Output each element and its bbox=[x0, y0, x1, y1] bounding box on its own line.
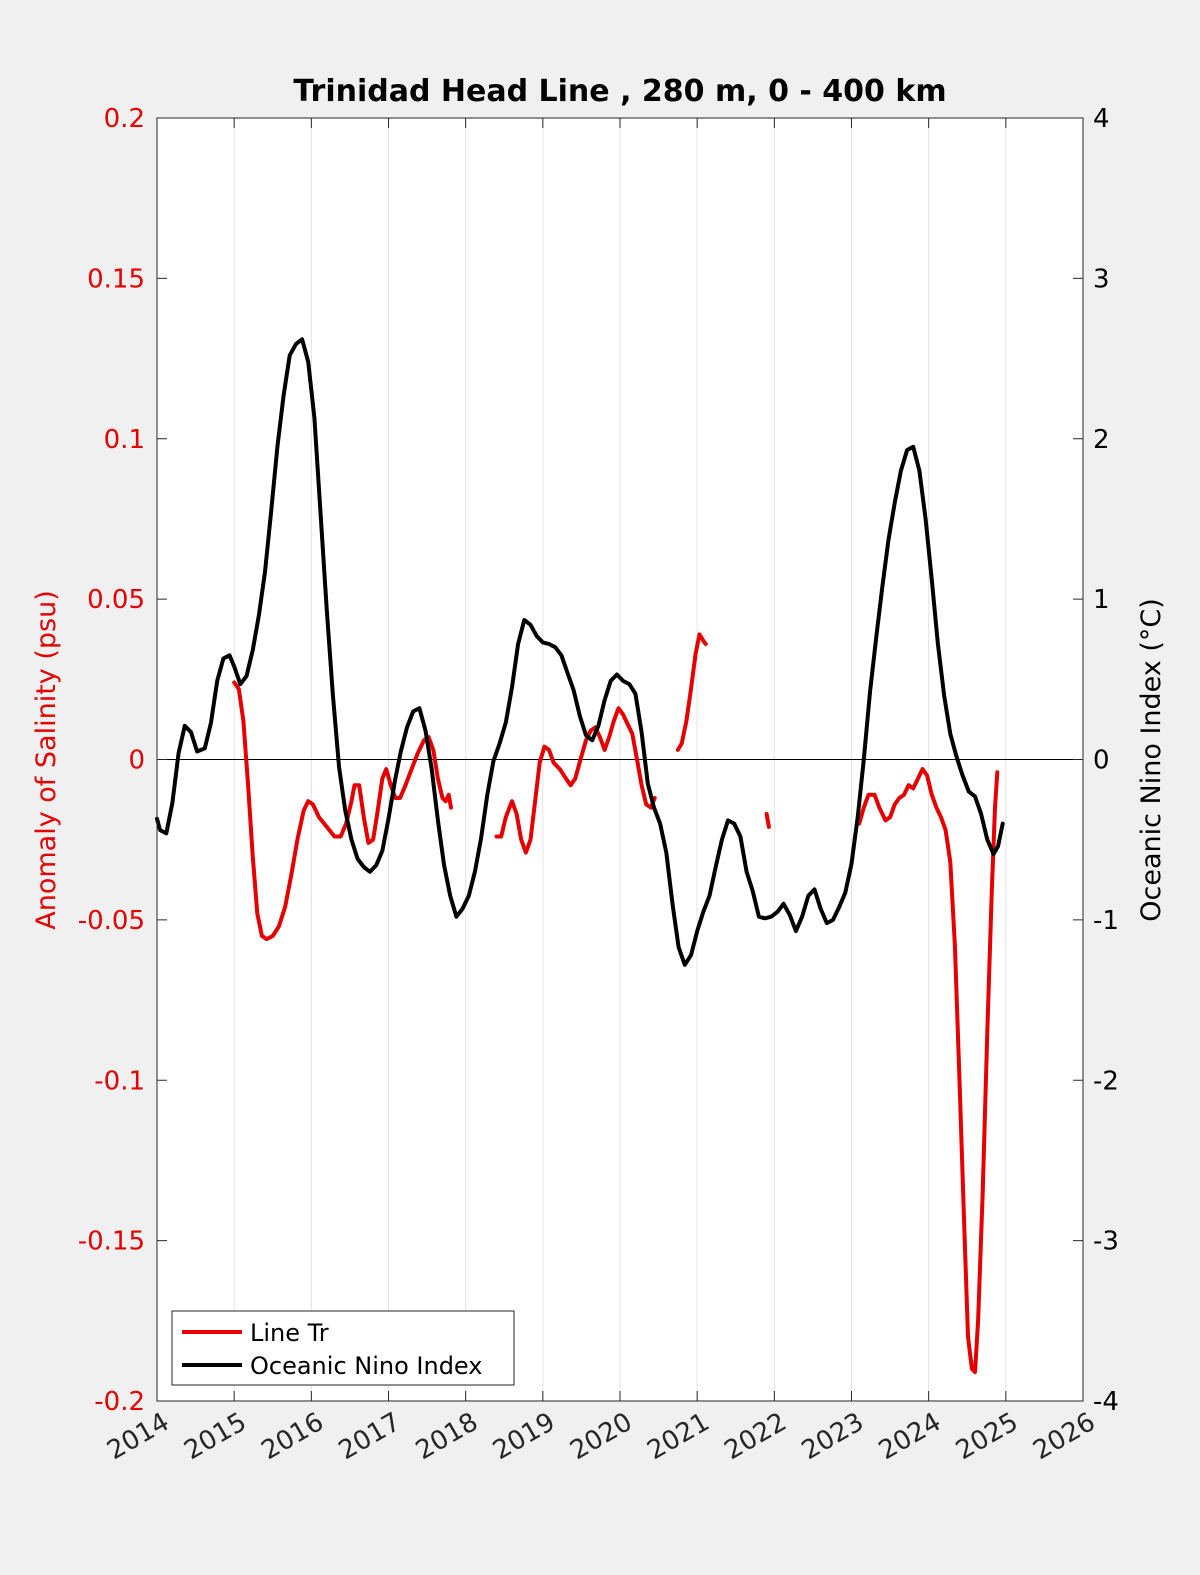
y-left-tick-label: -0.1 bbox=[94, 1066, 145, 1096]
y-left-tick-label: -0.05 bbox=[78, 906, 145, 936]
series-oni bbox=[155, 337, 1005, 967]
y-right-tick-label: 3 bbox=[1093, 264, 1110, 294]
y-right-tick-label: -2 bbox=[1093, 1066, 1119, 1096]
series-segment bbox=[857, 767, 1000, 1375]
series-segment bbox=[494, 706, 657, 855]
y-axis-left-label: Anomaly of Salinity (psu) bbox=[31, 590, 62, 929]
y-right-tick-label: 0 bbox=[1093, 746, 1110, 776]
y-left-tick-label: 0 bbox=[128, 746, 145, 776]
y-left-tick-label: -0.2 bbox=[94, 1387, 145, 1417]
series-segment bbox=[675, 632, 708, 752]
series-layer bbox=[155, 337, 1005, 1375]
y-right-tick-label: 4 bbox=[1093, 104, 1110, 134]
legend-label-line-tr: Line Tr bbox=[250, 1319, 329, 1347]
y-left-tick-label: 0.2 bbox=[104, 104, 145, 134]
series-line-tr bbox=[232, 632, 1000, 1375]
y-axis-right-label: Oceanic Nino Index (°C) bbox=[1136, 598, 1167, 922]
y-left-tick-label: 0.05 bbox=[87, 585, 145, 615]
series-segment bbox=[232, 680, 453, 942]
y-left-tick-labels: 0.2 0.15 0.1 0.05 0 -0.05 -0.1 -0.15 -0.2 bbox=[78, 104, 145, 1417]
y-right-tick-label: 2 bbox=[1093, 425, 1110, 455]
y-right-tick-label: 1 bbox=[1093, 585, 1110, 615]
y-right-tick-label: -4 bbox=[1093, 1387, 1119, 1417]
series-segment bbox=[764, 812, 771, 829]
y-right-tick-labels: 4 3 2 1 0 -1 -2 -3 -4 bbox=[1093, 104, 1119, 1417]
tick-marks bbox=[156, 117, 1084, 1402]
series-segment bbox=[155, 337, 1005, 967]
chart-title: Trinidad Head Line , 280 m, 0 - 400 km bbox=[293, 74, 946, 109]
legend-label-oni: Oceanic Nino Index bbox=[250, 1352, 482, 1380]
y-left-tick-label: 0.1 bbox=[104, 425, 145, 455]
legend: Line Tr Oceanic Nino Index bbox=[171, 1310, 515, 1386]
y-right-tick-label: -1 bbox=[1093, 906, 1119, 936]
y-left-tick-label: -0.15 bbox=[78, 1227, 145, 1257]
y-right-tick-label: -3 bbox=[1093, 1227, 1119, 1257]
legend-box bbox=[171, 1310, 515, 1386]
y-left-tick-label: 0.15 bbox=[87, 264, 145, 294]
